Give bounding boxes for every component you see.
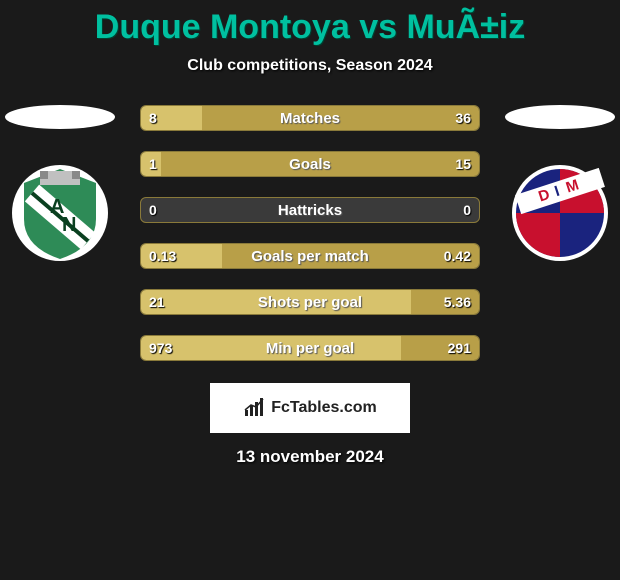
right-player-col: D I M <box>500 105 620 263</box>
svg-text:N: N <box>62 214 76 236</box>
stat-bar-left <box>141 290 411 314</box>
footer-date: 13 november 2024 <box>0 447 620 467</box>
brand-text: FcTables.com <box>271 399 377 417</box>
bar-chart-icon <box>243 396 267 420</box>
stat-bar-left <box>141 244 222 268</box>
stat-bar-right <box>161 152 479 176</box>
stat-bar-left <box>141 106 202 130</box>
stat-row: Shots per goal215.36 <box>140 289 480 315</box>
stat-bar-right <box>202 106 479 130</box>
page-subtitle: Club competitions, Season 2024 <box>0 57 620 75</box>
right-player-photo-ellipse <box>505 105 615 129</box>
stat-bar-right <box>411 290 479 314</box>
independiente-medellin-crest-icon: D I M <box>510 163 610 263</box>
left-player-col: A N <box>0 105 120 263</box>
left-player-photo-ellipse <box>5 105 115 129</box>
stat-value-left: 0 <box>141 198 165 222</box>
stat-bar-right <box>401 336 479 360</box>
page-title: Duque Montoya vs MuÃ±iz <box>0 8 620 47</box>
stat-bar-right <box>222 244 479 268</box>
stat-row: Goals115 <box>140 151 480 177</box>
brand-footer: FcTables.com <box>210 383 410 433</box>
stat-bar-left <box>141 152 161 176</box>
atletico-nacional-crest-icon: A N <box>10 163 110 263</box>
stat-bar-left <box>141 336 401 360</box>
stat-label: Hattricks <box>141 198 479 222</box>
stat-value-right: 0 <box>455 198 479 222</box>
stat-row: Matches836 <box>140 105 480 131</box>
stat-row: Goals per match0.130.42 <box>140 243 480 269</box>
stat-bars: Matches836 Goals115 Hattricks0 0 Goals per m… <box>140 105 480 361</box>
stat-row: Hattricks0 0 <box>140 197 480 223</box>
stat-row: Min per goal973291 <box>140 335 480 361</box>
comparison-area: A N D I M Matches836Goals115H <box>0 105 620 361</box>
